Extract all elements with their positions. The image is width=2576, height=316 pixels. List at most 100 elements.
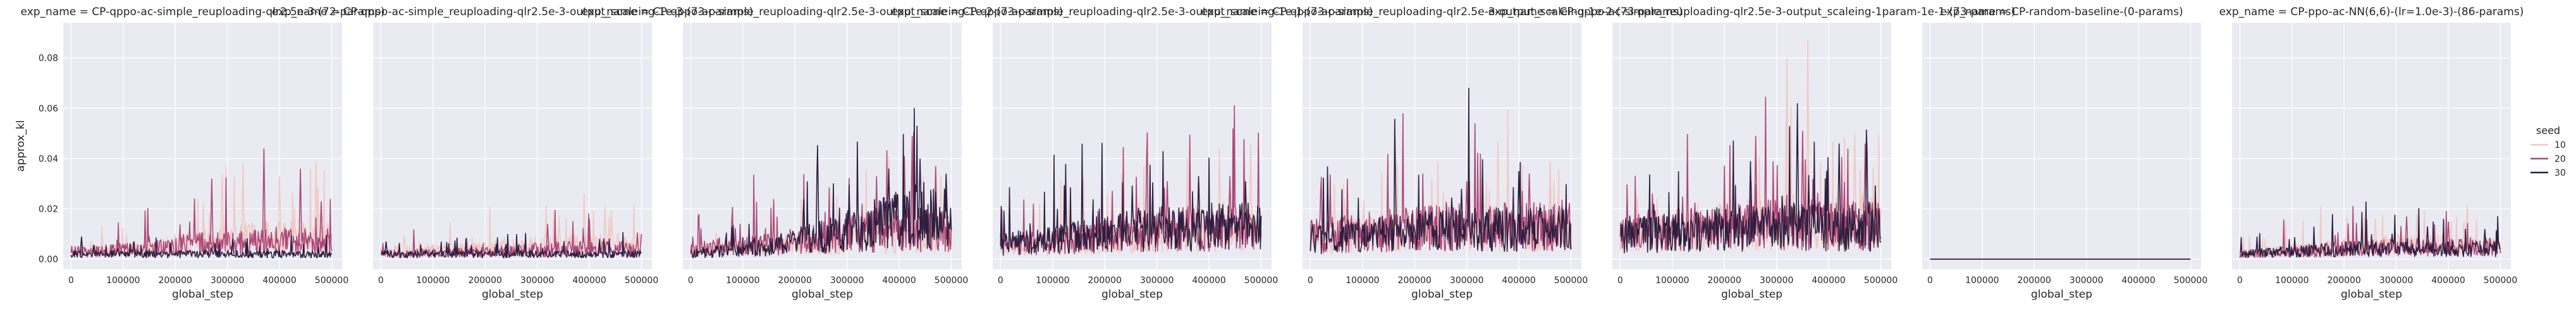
x-tick-label: 500000 xyxy=(2174,276,2207,286)
series-spike-seed-20 xyxy=(1801,131,1805,224)
x-tick-label: 400000 xyxy=(1192,276,1225,286)
series-spike-seed-30 xyxy=(80,236,83,255)
x-tick-label: 200000 xyxy=(1707,276,1741,286)
series-spike-seed-10 xyxy=(1548,161,1552,229)
plot-background xyxy=(1922,23,2201,269)
series-spike-seed-30 xyxy=(504,244,508,255)
series-spike-seed-10 xyxy=(1853,133,1857,225)
facet-title: exp_name = CP-qppo-ac-simple_reuploading… xyxy=(1201,6,1683,18)
y-tick-label: 0.02 xyxy=(39,204,58,214)
legend-label-seed-20: 20 xyxy=(2555,154,2566,164)
y-tick-label: 0.08 xyxy=(39,54,58,64)
series-spike-seed-30 xyxy=(1795,103,1800,227)
series-spike-seed-30 xyxy=(231,239,235,255)
series-spike-seed-30 xyxy=(1517,171,1521,229)
facet-title: exp_name = CP-qppo-ac-simple_reuploading… xyxy=(272,6,753,18)
facet-panel-1: 0 100000 200000 300000 400000 500000 0.00 0.02 0… xyxy=(15,6,384,301)
series-spike-seed-20 xyxy=(262,148,266,242)
series-spike-seed-30 xyxy=(1196,176,1201,228)
legend: seed 10 20 30 xyxy=(2530,125,2566,178)
y-tick-label: 0.00 xyxy=(39,255,58,265)
series-spike-seed-30 xyxy=(1244,181,1248,227)
legend-label-seed-30: 30 xyxy=(2555,168,2566,178)
x-tick-label: 500000 xyxy=(1554,276,1588,286)
legend-label-seed-10: 10 xyxy=(2555,140,2566,150)
series-spike-seed-10 xyxy=(582,193,586,245)
series-spike-seed-20 xyxy=(587,219,591,250)
series-line-seed-30 xyxy=(2239,201,2501,258)
series-spike-seed-30 xyxy=(384,241,388,255)
series-spike-seed-10 xyxy=(2373,219,2377,246)
series-spike-seed-20 xyxy=(1464,181,1469,228)
x-tick-label: 300000 xyxy=(2379,276,2413,286)
facet-panel-4: 0 100000 200000 300000 400000 500000 global_st… xyxy=(892,6,1373,301)
facet-panel-5: 0 100000 200000 300000 400000 500000 global_st… xyxy=(1201,6,1683,301)
x-tick-label: 0 xyxy=(378,276,384,286)
series-spike-seed-30 xyxy=(2426,226,2429,250)
x-tick-label: 0 xyxy=(1617,276,1623,286)
series-spike-seed-10 xyxy=(1217,148,1222,233)
x-tick-label: 200000 xyxy=(2327,276,2360,286)
facet-title: exp_name = CP-ppo-ac-NN(6,6)-(lr=1.0e-3)… xyxy=(2219,6,2524,18)
x-tick-label: 0 xyxy=(68,276,74,286)
x-tick-label: 200000 xyxy=(778,276,811,286)
series-spike-seed-20 xyxy=(298,168,302,242)
x-tick-label: 0 xyxy=(688,276,694,286)
series-line-seed-30 xyxy=(690,107,952,258)
series-spike-seed-30 xyxy=(2483,229,2487,250)
series-line-seed-30 xyxy=(70,234,333,258)
facet-title: exp_name = CP-qppo-ac-simple_reuploading… xyxy=(21,6,385,18)
series-spike-seed-10 xyxy=(1496,140,1500,229)
x-tick-label: 100000 xyxy=(1036,276,1069,286)
series-spike-seed-20 xyxy=(1228,176,1232,229)
x-tick-label: 500000 xyxy=(1864,276,1898,286)
series-spike-seed-20 xyxy=(319,201,323,242)
x-tick-label: 500000 xyxy=(935,276,968,286)
legend-title: seed xyxy=(2536,125,2560,137)
facet-panel-8: 0 100000 200000 300000 400000 500000 global_st… xyxy=(2219,6,2524,301)
x-tick-label: 100000 xyxy=(1655,276,1689,286)
series-spike-seed-30 xyxy=(886,168,891,222)
x-tick-label: 0 xyxy=(1308,276,1313,286)
x-tick-label: 400000 xyxy=(262,276,296,286)
x-axis-label: global_step xyxy=(2031,288,2092,301)
x-axis-label: global_step xyxy=(482,288,543,301)
series-spike-seed-10 xyxy=(1785,58,1789,223)
series-spike-seed-30 xyxy=(944,173,948,219)
x-axis-label: global_step xyxy=(2341,288,2402,301)
series-spike-seed-20 xyxy=(1753,136,1758,226)
facet-title: exp_name = CP-qppo-ac-simple_reuploading… xyxy=(1488,6,2016,18)
series-line-seed-30 xyxy=(1000,142,1262,256)
x-tick-label: 400000 xyxy=(572,276,606,286)
x-tick-label: 0 xyxy=(2237,276,2243,286)
x-axis-label: global_step xyxy=(1101,288,1163,301)
series-spike-seed-10 xyxy=(2415,214,2419,245)
series-spike-seed-10 xyxy=(241,163,245,238)
series-spike-seed-20 xyxy=(210,178,214,244)
x-tick-label: 300000 xyxy=(211,276,244,286)
facet-title: exp_name = CP-qppo-ac-simple_reuploading… xyxy=(582,6,1063,18)
x-tick-label: 300000 xyxy=(1140,276,1174,286)
series-spike-seed-20 xyxy=(2405,216,2408,248)
x-tick-label: 200000 xyxy=(158,276,192,286)
x-tick-label: 300000 xyxy=(1760,276,1793,286)
plot-background xyxy=(2232,23,2511,269)
x-tick-label: 100000 xyxy=(726,276,759,286)
x-tick-label: 300000 xyxy=(2070,276,2103,286)
series-spike-seed-20 xyxy=(546,224,549,250)
series-spike-seed-10 xyxy=(278,176,281,238)
x-tick-label: 300000 xyxy=(1450,276,1483,286)
x-axis-label: global_step xyxy=(1411,288,1473,301)
series-spike-seed-10 xyxy=(1806,40,1810,222)
series-spike-seed-30 xyxy=(918,158,922,217)
facet-panel-3: 0 100000 200000 300000 400000 500000 global_st… xyxy=(582,6,1063,301)
series-spike-seed-30 xyxy=(1748,161,1753,229)
x-axis-label: global_step xyxy=(1721,288,1782,301)
x-tick-label: 300000 xyxy=(520,276,554,286)
series-spike-seed-10 xyxy=(603,206,607,245)
x-tick-label: 0 xyxy=(998,276,1003,286)
x-tick-label: 200000 xyxy=(2017,276,2051,286)
x-tick-label: 500000 xyxy=(1244,276,1278,286)
x-axis-label: global_step xyxy=(172,288,233,301)
